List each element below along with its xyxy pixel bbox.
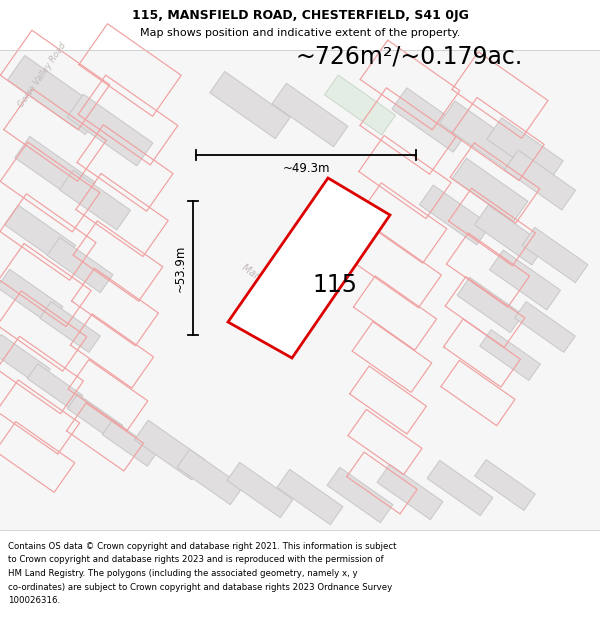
- Polygon shape: [67, 394, 122, 440]
- Text: to Crown copyright and database rights 2023 and is reproduced with the permissio: to Crown copyright and database rights 2…: [8, 556, 383, 564]
- Polygon shape: [490, 250, 560, 310]
- Text: co-ordinates) are subject to Crown copyright and database rights 2023 Ordnance S: co-ordinates) are subject to Crown copyr…: [8, 582, 392, 591]
- Polygon shape: [4, 205, 76, 265]
- Text: Gorse Valley Road: Gorse Valley Road: [16, 41, 68, 109]
- Polygon shape: [0, 334, 50, 386]
- Polygon shape: [327, 468, 393, 522]
- Polygon shape: [487, 118, 563, 182]
- Polygon shape: [15, 136, 95, 204]
- Polygon shape: [475, 459, 535, 511]
- Polygon shape: [67, 94, 153, 166]
- Polygon shape: [452, 158, 528, 222]
- Polygon shape: [210, 71, 290, 139]
- Text: ~53.9m: ~53.9m: [173, 244, 187, 292]
- Polygon shape: [7, 56, 103, 134]
- Polygon shape: [277, 469, 343, 524]
- Text: Map shows position and indicative extent of the property.: Map shows position and indicative extent…: [140, 28, 460, 38]
- Text: 115, MANSFIELD ROAD, CHESTERFIELD, S41 0JG: 115, MANSFIELD ROAD, CHESTERFIELD, S41 0…: [131, 9, 469, 21]
- Polygon shape: [134, 420, 206, 480]
- Polygon shape: [47, 238, 113, 292]
- Polygon shape: [515, 302, 575, 352]
- Polygon shape: [522, 228, 588, 282]
- Polygon shape: [457, 278, 523, 332]
- Text: 100026316.: 100026316.: [8, 596, 60, 605]
- Polygon shape: [28, 364, 83, 410]
- Polygon shape: [59, 170, 131, 230]
- Text: Contains OS data © Crown copyright and database right 2021. This information is : Contains OS data © Crown copyright and d…: [8, 542, 397, 551]
- Polygon shape: [377, 464, 443, 519]
- Polygon shape: [505, 150, 575, 210]
- Polygon shape: [325, 75, 395, 135]
- Text: 115: 115: [313, 273, 358, 297]
- Polygon shape: [228, 178, 390, 358]
- Polygon shape: [439, 101, 521, 169]
- Polygon shape: [103, 420, 158, 466]
- Polygon shape: [177, 449, 243, 504]
- Polygon shape: [272, 83, 348, 147]
- Polygon shape: [227, 462, 293, 518]
- Text: ~49.3m: ~49.3m: [282, 162, 330, 176]
- Polygon shape: [0, 269, 63, 324]
- Polygon shape: [419, 185, 491, 245]
- Polygon shape: [479, 329, 541, 381]
- Polygon shape: [392, 88, 468, 152]
- Text: ~726m²/~0.179ac.: ~726m²/~0.179ac.: [295, 45, 522, 69]
- Polygon shape: [475, 205, 545, 265]
- Text: Mansfield Road: Mansfield Road: [239, 262, 307, 314]
- Polygon shape: [40, 302, 100, 352]
- Polygon shape: [427, 461, 493, 516]
- Text: HM Land Registry. The polygons (including the associated geometry, namely x, y: HM Land Registry. The polygons (includin…: [8, 569, 358, 578]
- Bar: [0, 50, 600, 530]
